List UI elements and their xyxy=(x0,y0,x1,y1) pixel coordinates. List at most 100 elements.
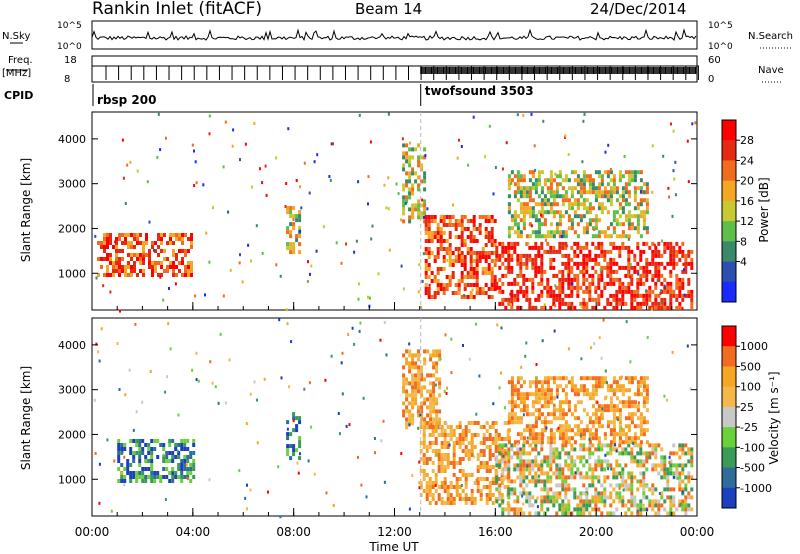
echo-cell xyxy=(564,479,568,484)
echo-cell xyxy=(454,223,458,227)
echo-cell xyxy=(639,432,643,437)
echo-cell xyxy=(382,419,385,423)
echo-cell xyxy=(222,165,225,169)
echo-cell xyxy=(678,455,682,460)
echo-cell xyxy=(558,174,562,179)
echo-cell xyxy=(531,380,535,385)
echo-cell xyxy=(491,493,495,497)
echo-cell xyxy=(594,380,598,385)
echo-cell xyxy=(642,507,646,512)
echo-cell xyxy=(627,507,631,512)
echo-cell xyxy=(618,424,622,429)
echo-cell xyxy=(546,471,550,476)
echo-cell xyxy=(528,186,532,191)
echo-cell xyxy=(639,459,643,464)
echo-cell xyxy=(519,455,523,460)
echo-cell xyxy=(139,241,142,245)
echo-cell xyxy=(576,174,580,179)
echo-cell xyxy=(498,459,502,464)
echo-cell xyxy=(443,421,447,425)
echo-cell xyxy=(591,436,595,441)
echo-cell xyxy=(567,440,571,445)
echo-cell xyxy=(425,457,429,461)
echo-cell xyxy=(149,369,152,373)
echo-cell xyxy=(633,475,637,480)
echo-cell xyxy=(684,507,688,512)
echo-cell xyxy=(436,267,440,271)
echo-cell xyxy=(637,272,640,276)
echo-cell xyxy=(507,261,511,266)
echo-cell xyxy=(498,289,502,294)
echo-cell xyxy=(467,441,471,445)
echo-cell xyxy=(298,440,302,445)
echo-cell xyxy=(451,271,455,275)
echo-cell xyxy=(672,289,676,294)
echo-cell xyxy=(186,447,190,451)
echo-cell xyxy=(411,147,415,152)
echo-cell xyxy=(491,437,495,441)
echo-cell xyxy=(561,475,565,480)
echo-cell xyxy=(606,261,610,266)
echo-cell xyxy=(458,421,462,425)
echo-cell xyxy=(630,281,634,286)
echo-cell xyxy=(684,483,688,488)
echo-cell xyxy=(112,261,115,265)
echo-cell xyxy=(507,186,511,191)
echo-cell xyxy=(552,289,556,294)
echo-cell xyxy=(615,234,619,239)
echo-cell xyxy=(454,227,458,231)
echo-cell xyxy=(505,141,508,145)
echo-cell xyxy=(124,265,127,269)
echo-cell xyxy=(442,259,446,263)
echo-cell xyxy=(522,396,526,401)
echo-cell xyxy=(279,515,282,519)
echo-cell xyxy=(600,265,604,270)
echo-cell xyxy=(475,291,479,295)
power-frame xyxy=(91,111,698,311)
echo-cell xyxy=(600,404,604,409)
echo-cell xyxy=(591,424,595,429)
echo-cell xyxy=(570,269,574,274)
echo-cell xyxy=(612,376,616,381)
echo-cell xyxy=(531,432,535,437)
echo-cell xyxy=(543,455,547,460)
echo-cell xyxy=(591,182,595,187)
echo-cell xyxy=(669,463,673,468)
echo-cell xyxy=(621,281,625,286)
echo-cell xyxy=(531,479,535,484)
echo-cell xyxy=(414,377,418,382)
echo-cell xyxy=(507,511,511,516)
echo-cell xyxy=(582,281,586,286)
echo-cell xyxy=(507,400,511,405)
echo-cell xyxy=(543,269,547,274)
echo-cell xyxy=(627,487,631,492)
echo-cell xyxy=(618,408,622,413)
echo-cell xyxy=(497,437,501,441)
echo-cell xyxy=(656,278,659,282)
echo-cell xyxy=(603,503,607,508)
echo-cell xyxy=(522,404,526,409)
echo-cell xyxy=(540,499,544,504)
echo-cell xyxy=(657,507,661,512)
echo-cell xyxy=(570,455,574,460)
echo-cell xyxy=(175,257,178,261)
colorbar-tick-label: 28 xyxy=(740,134,754,147)
echo-cell xyxy=(522,206,526,211)
echo-cell xyxy=(289,432,293,437)
echo-cell xyxy=(440,501,444,505)
echo-cell xyxy=(597,499,601,504)
echo-cell xyxy=(541,339,544,343)
echo-cell xyxy=(298,416,302,421)
echo-cell xyxy=(467,449,471,453)
echo-cell xyxy=(522,210,526,215)
echo-cell xyxy=(434,383,437,387)
echo-cell xyxy=(402,365,406,370)
echo-cell xyxy=(510,400,514,405)
echo-cell xyxy=(433,235,437,239)
echo-cell xyxy=(603,249,607,254)
echo-cell xyxy=(687,447,691,452)
echo-cell xyxy=(582,463,586,468)
echo-cell xyxy=(189,467,193,471)
echo-cell xyxy=(549,388,553,393)
echo-cell xyxy=(573,475,577,480)
